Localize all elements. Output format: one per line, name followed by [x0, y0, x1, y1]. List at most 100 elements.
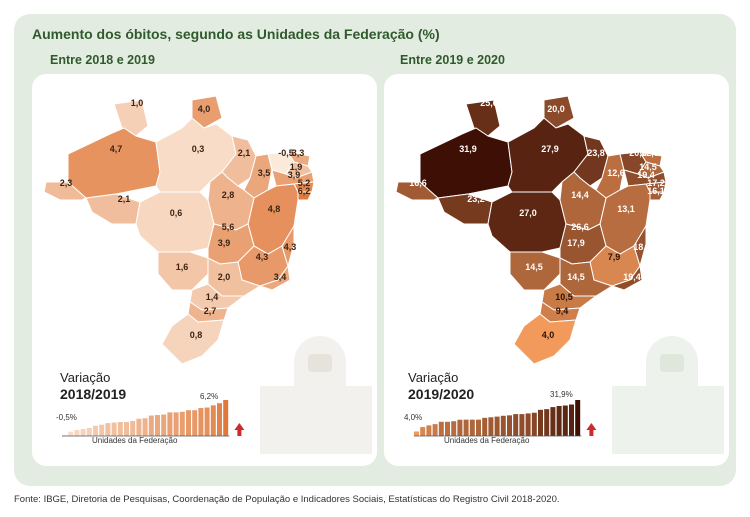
state-value-to: 14,4	[571, 190, 589, 200]
variation-bar	[463, 419, 469, 436]
state-ac	[395, 181, 439, 201]
variation-bar	[99, 424, 105, 436]
up-arrow-icon	[234, 423, 245, 436]
state-ap	[543, 95, 575, 129]
source-footer: Fonte: IBGE, Diretoria de Pesquisas, Coo…	[14, 494, 560, 505]
state-ms	[509, 251, 561, 291]
state-value-mt: 27,0	[519, 208, 537, 218]
variation-bar	[575, 400, 581, 436]
state-to	[559, 171, 607, 231]
variation-bar	[519, 414, 525, 436]
state-value-rj: 19,4	[623, 272, 641, 282]
state-mt	[487, 191, 567, 253]
state-value-go: 17,9	[567, 238, 585, 248]
variation-block-2018: Variação 2018/2019	[60, 370, 126, 402]
variation-bar	[62, 435, 67, 436]
variation-bar	[68, 431, 74, 436]
variation-bar	[223, 400, 229, 436]
variation-bar	[217, 403, 222, 436]
bar-max-label: 31,9%	[550, 390, 573, 399]
state-mt	[135, 191, 215, 253]
state-value-pi: 3,5	[258, 168, 271, 178]
variation-bar	[414, 431, 419, 436]
state-value-mg: 7,9	[608, 252, 621, 262]
variation-bar	[117, 422, 123, 436]
up-arrow-icon	[586, 423, 597, 436]
figure-title: Aumento dos óbitos, segundo as Unidades …	[32, 26, 440, 42]
state-am	[419, 127, 513, 199]
variation-bar	[142, 418, 148, 436]
variation-bar	[550, 407, 556, 436]
state-rj	[610, 264, 643, 291]
variation-bar	[432, 424, 438, 436]
variation-bar	[445, 421, 450, 436]
state-value-pi: 12,6	[607, 168, 625, 178]
state-value-pb: 1,9	[290, 162, 303, 172]
state-value-pr: 1,4	[206, 292, 219, 302]
variation-bar	[130, 420, 136, 436]
state-value-sc: 9,4	[556, 306, 569, 316]
variation-bar	[148, 415, 154, 436]
bar-axis-label: Unidades da Federação	[92, 436, 178, 445]
variation-bar	[488, 417, 494, 436]
state-value-rr: 1,0	[131, 98, 144, 108]
bar-max-label: 6,2%	[200, 392, 219, 401]
map-2018: 1,04,04,7 0,32,32,10,62,13,5-0,53,31,93,9…	[43, 95, 372, 454]
variation-bars	[414, 400, 581, 436]
state-am	[67, 127, 161, 199]
variation-bar	[210, 405, 216, 436]
variation-bar	[507, 415, 512, 436]
state-rs	[161, 313, 225, 365]
variation-bar	[482, 417, 488, 436]
variation-bar	[569, 404, 574, 436]
state-sp	[559, 257, 614, 297]
state-value-ma: 2,1	[238, 148, 251, 158]
variation-bar	[469, 419, 475, 436]
state-ac	[43, 181, 87, 201]
state-value-pa: 0,3	[192, 144, 205, 154]
state-value-rj: 3,4	[274, 272, 287, 282]
variation-bar	[161, 414, 167, 436]
state-value-ms: 1,6	[176, 262, 189, 272]
state-value-pa: 27,9	[541, 144, 559, 154]
variation-bar	[173, 412, 179, 436]
state-value-ac: 16,6	[409, 178, 427, 188]
variation-bar	[204, 407, 210, 436]
state-sp	[207, 257, 262, 297]
state-value-ro: 23,2	[467, 194, 485, 204]
state-value-am: 31,9	[459, 144, 477, 154]
variation-bar	[513, 414, 519, 436]
bar-min-label: 4,0%	[404, 413, 423, 422]
map-card-2018: 1,0 4,0 4,7 0,3 2,3 2,1 0,6 2,1 3,5 -0,5 3,3 1,9 3,9…	[32, 74, 377, 466]
state-value-ms: 14,5	[525, 262, 543, 272]
variation-bar	[544, 409, 550, 436]
state-rr	[113, 99, 149, 137]
state-value-ro: 2,1	[118, 194, 131, 204]
variation-bar	[525, 413, 531, 436]
variation-period: 2018/2019	[60, 386, 127, 402]
variation-bar	[111, 422, 117, 436]
variation-bar	[420, 427, 426, 436]
tombstone-decoration	[612, 336, 724, 454]
state-value-es: 18,3	[633, 242, 651, 252]
variation-label: Variação	[408, 370, 459, 385]
state-value-df: 26,6	[571, 222, 589, 232]
state-value-sp: 2,0	[218, 272, 231, 282]
variation-bar	[198, 408, 204, 436]
state-value-rn: 3,3	[292, 148, 305, 158]
panel-title-2018: Entre 2018 e 2019	[50, 53, 155, 67]
state-value-es: 4,3	[284, 242, 297, 252]
map-2020: 25,620,031,9 27,916,623,227,023,812,620,6…	[395, 95, 724, 454]
variation-bar	[86, 427, 92, 436]
variation-bar	[124, 422, 129, 436]
variation-bar	[179, 411, 185, 436]
variation-bar	[438, 421, 444, 436]
state-value-pr: 10,5	[555, 292, 573, 302]
state-value-rr: 25,6	[480, 98, 498, 108]
state-value-se: 16,1	[647, 186, 665, 196]
variation-bar	[155, 415, 160, 436]
variation-bar	[136, 418, 142, 436]
state-value-am: 4,7	[110, 144, 123, 154]
variation-bar	[192, 410, 198, 436]
panel-title-2020: Entre 2019 e 2020	[400, 53, 505, 67]
